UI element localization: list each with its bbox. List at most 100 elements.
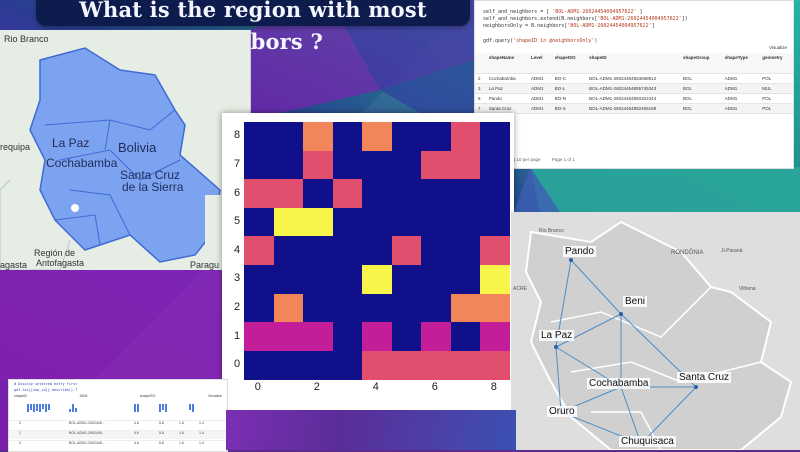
x-tick-label: 8 [490,381,497,394]
y-tick-label: 7 [234,157,241,170]
heatmap-cell [332,207,363,237]
heatmap-cell [273,179,304,209]
code-line-1: self_and_neighbors = [ 'BOL-ADM1-2602445… [483,9,643,15]
heatmap-cell [480,265,510,295]
x-tick-label: 6 [431,381,438,394]
heatmap-cell [450,150,481,180]
y-tick-label: 3 [234,272,241,285]
city-label-cochabamba: Cochabamba [587,378,651,389]
heatmap-cell [391,207,422,237]
heatmap-cell [332,350,363,380]
city-label-pando: Pando [563,246,596,257]
heatmap-cell [480,179,510,209]
y-tick-label: 1 [234,329,241,342]
heatmap-cell [391,293,422,323]
col-header[interactable] [475,53,486,74]
map-label-rio-branco: Rio Branco [539,228,564,234]
heatmap-cell [391,179,422,209]
gradient-strip [226,410,516,450]
heatmap-cell [273,322,304,352]
adjacency-heatmap: 0 1 2 3 4 5 6 7 8 0 2 4 6 8 [222,113,514,410]
x-tick-label: 4 [372,381,379,394]
heatmap-cell [421,322,451,352]
heatmap-cell [362,350,392,380]
table-row: 1 BOL-ADM1-2602445... 4.6 5.8 1.6 1.4 [9,430,227,439]
map-label-de-la-sierra: de la Sierra [122,180,184,194]
heatmap-cell [450,207,481,237]
heatmap-cell [421,293,451,323]
table-row: 2 Cochabamba ADM1 BO-C BOL-ADM1-260244545636… [475,73,793,84]
notebook-query-panel: self_and_neighbors = [ 'BOL-ADM1-2602445… [474,0,794,169]
heatmap-cell [421,122,451,152]
heatmap-cell [362,207,392,237]
heatmap-cell [362,122,392,152]
heatmap-cell [391,265,422,295]
heatmap-cell [303,322,333,352]
heatmap-cell [244,236,274,266]
visualize-button[interactable]: Visualize [208,394,222,398]
heatmap-cell [273,236,304,266]
heatmap-cell [362,265,392,295]
heatmap-cell [244,322,274,352]
heatmap-cell [362,293,392,323]
heatmap-cell [421,207,451,237]
heatmap-cell [450,122,481,152]
heatmap-cell [480,207,510,237]
map-label-arequipa: requipa [0,142,31,152]
heatmap-cell [303,293,333,323]
code-line-3: neighborsOnly = B.neighbors['BOL-ADM1-26… [483,23,655,29]
heatmap-cell [480,350,510,380]
heatmap-cell [244,150,274,180]
col-header[interactable]: shapeGroup [679,53,722,74]
city-label-santa-cruz: Santa Cruz [677,372,732,383]
histogram-mini [69,404,77,412]
heatmap-cell [303,265,333,295]
page-title: What is the region with most neighbors ? [36,0,470,54]
query-line: gdf.query('shapeID in @neighborsOnly') [483,38,598,44]
col-header[interactable]: shapeID [586,53,680,74]
table-row: 7 Santa Cruz ADM1 BO-S BOL-ADM1-260244548824… [475,103,793,114]
heatmap-cell [273,150,304,180]
code-comment: # Display selected entry first [14,382,78,386]
map-label-paraguay: Paragu [190,260,220,270]
y-tick-label: 0 [234,358,241,371]
heatmap-cell [421,265,451,295]
heatmap-cell [332,293,363,323]
heatmap-cell [391,236,422,266]
city-label-chuquisaca: Chuquisaca [619,436,676,447]
heatmap-cell [450,350,481,380]
map-bolivia-regions[interactable]: Rio Branco La Paz Bolivia Cochabamba San… [0,30,251,270]
map-neighbor-graph[interactable]: Rio Branco RONDÔNIA ACRE Vilhena Ji-Para… [511,212,800,450]
heatmap-cell [421,350,451,380]
heatmap-cell [303,122,333,152]
x-tick-label: 2 [313,381,320,394]
heatmap-cell [421,150,451,180]
heatmap-cell [273,207,304,237]
heatmap-cell [421,179,451,209]
map-label-vilhena: Vilhena [739,286,756,292]
heatmap-cell [391,350,422,380]
col-header[interactable]: geometry [759,53,793,74]
col-header[interactable]: Level [528,53,552,74]
notebook-describe-panel: # Display selected entry first gdf.loc[[… [8,379,228,452]
col-header[interactable]: shapeName [485,53,529,74]
pager[interactable]: Page 1 of 1 [551,157,575,162]
heatmap-cell [391,322,422,352]
visualize-button[interactable]: Visualize [769,45,787,50]
heatmap-cell [244,293,274,323]
heatmap-cell [332,179,363,209]
col-header[interactable]: shapeISO [551,53,587,74]
heatmap-cell [244,122,274,152]
heatmap-cell [362,179,392,209]
heatmap-grid [244,122,510,380]
heatmap-cell [480,122,510,152]
heatmap-cell [362,150,392,180]
col-header[interactable]: shapeType [721,53,760,74]
map-label-acre: ACRE [513,286,527,292]
heatmap-cell [332,265,363,295]
heatmap-cell [273,265,304,295]
heatmap-cell [332,122,363,152]
histogram-mini [189,404,194,412]
heatmap-cell [480,150,510,180]
heatmap-cell [450,293,481,323]
